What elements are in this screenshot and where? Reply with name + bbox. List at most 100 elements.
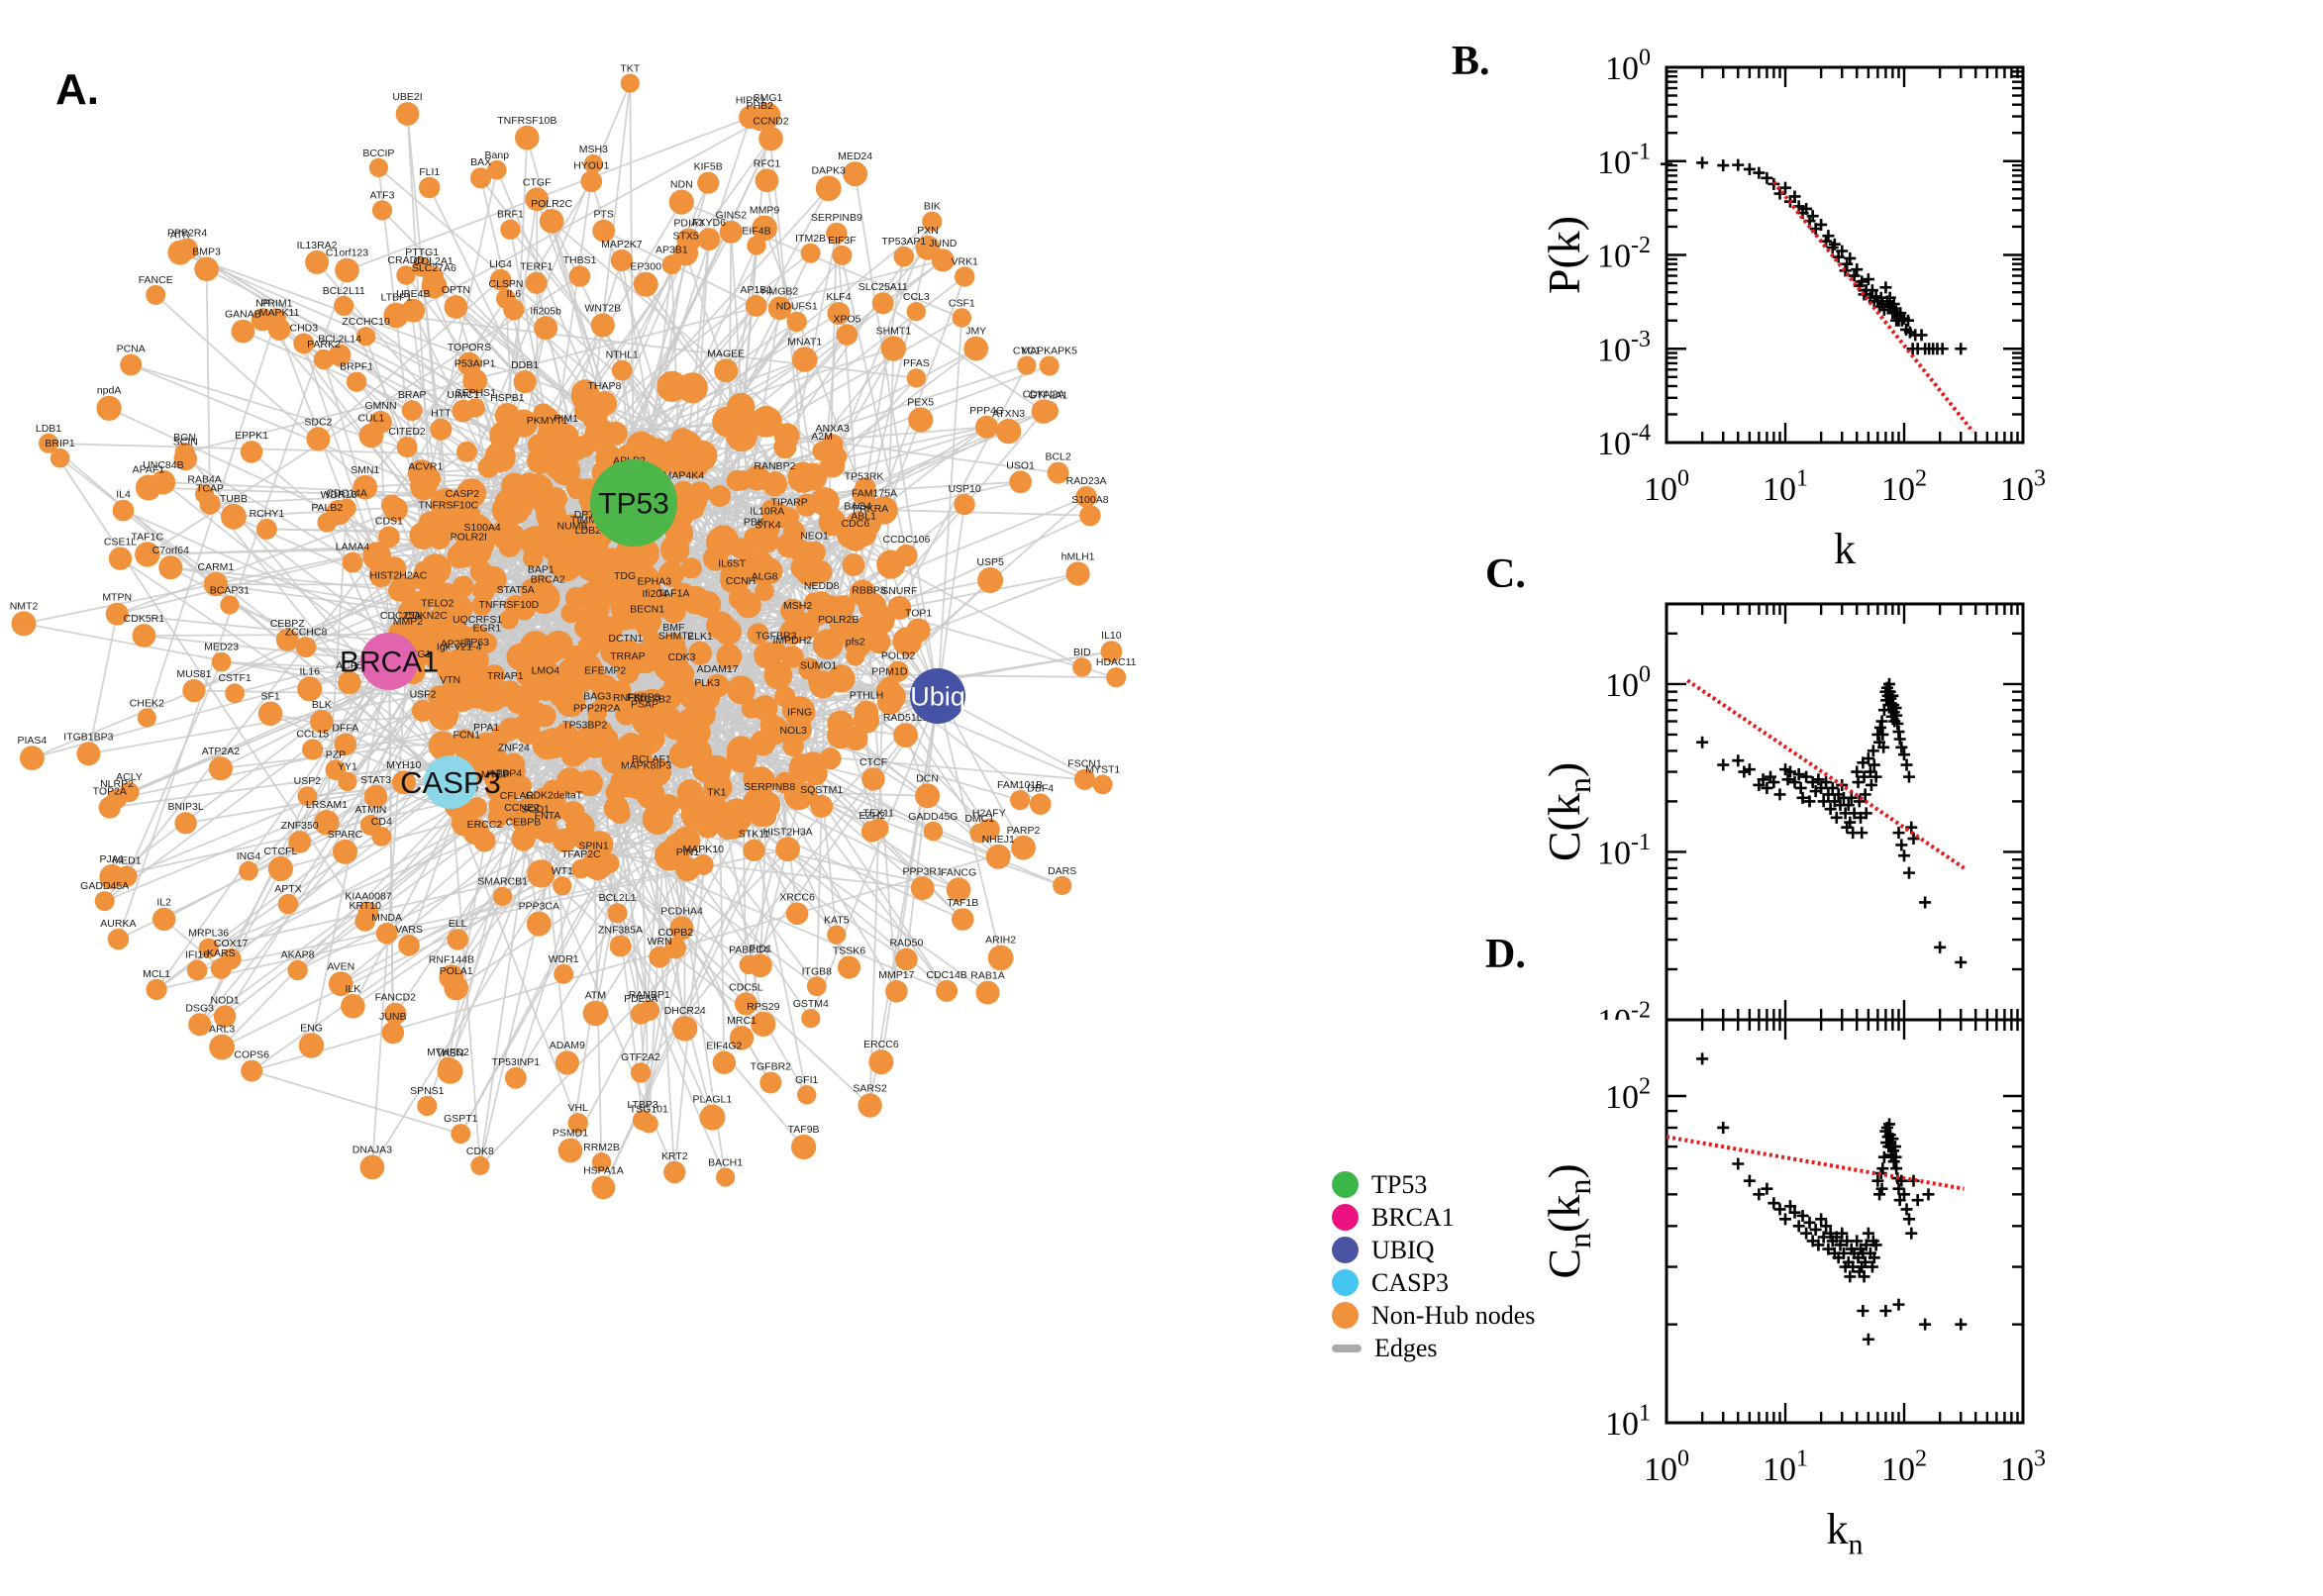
network-node [267, 855, 293, 882]
plus-marker [1886, 1133, 1899, 1146]
node-label: HSPA1A [583, 1165, 624, 1177]
network-node [310, 710, 334, 734]
network-node [1011, 835, 1036, 860]
network-node [297, 676, 323, 702]
node-label: SNURF [881, 585, 917, 597]
node-label: PPM1D [871, 665, 908, 677]
plus-marker [1900, 1203, 1913, 1216]
tick-label: 103 [2000, 1446, 2046, 1488]
network-node [747, 236, 766, 255]
node-label: ACLY [116, 771, 143, 783]
node-label: BACH1 [708, 1157, 743, 1169]
node-label: HSPB1 [490, 392, 525, 404]
plus-marker [1879, 1304, 1892, 1317]
network-node [1075, 486, 1097, 508]
network-node [609, 802, 631, 825]
network-node [388, 580, 409, 602]
network-node [767, 296, 792, 321]
network-node [860, 820, 883, 843]
node-label: LTBP1 [381, 292, 412, 304]
network-node [571, 730, 598, 755]
node-label: MRPL36 [188, 928, 229, 940]
network-node [952, 908, 974, 931]
node-label: BRCA2 [531, 574, 565, 586]
network-node [809, 560, 833, 584]
plus-marker [1800, 770, 1813, 783]
network-node [649, 947, 670, 968]
node-label: BAG3 [583, 691, 611, 703]
tick-label: 100 [1644, 1446, 1689, 1488]
plus-marker [1788, 776, 1801, 789]
network-node [699, 1104, 726, 1131]
network-node [974, 415, 998, 439]
network-node [76, 742, 101, 766]
node-label: ING4 [237, 850, 261, 862]
hub-label: BRCA1 [340, 647, 439, 679]
node-label: SF1 [260, 691, 279, 703]
node-label: STX5 [672, 231, 698, 243]
network-node [607, 903, 628, 924]
node-label: CDC6 [842, 518, 870, 530]
network-node [1092, 774, 1113, 795]
node-label: CUL1 [357, 412, 384, 424]
plus-marker [1817, 1231, 1830, 1244]
axis-frame [1665, 602, 2025, 1020]
network-node [1100, 641, 1123, 662]
network-node [827, 710, 855, 738]
network-node [854, 700, 879, 725]
node-label: LIG4 [489, 258, 512, 270]
hub-label: TP53 [598, 488, 669, 521]
plus-marker [1820, 776, 1833, 789]
node-label: EPPK1 [235, 430, 268, 442]
network-node [11, 611, 37, 637]
network-node [603, 421, 628, 446]
plus-marker [1862, 1333, 1874, 1346]
network-node [1073, 768, 1096, 790]
plus-marker [1779, 1213, 1791, 1226]
node-label: BCL2L1 [599, 892, 637, 904]
network-node [137, 708, 156, 728]
node-label: JUNB [379, 1011, 406, 1023]
network-node [880, 336, 907, 361]
network-node [630, 1062, 652, 1083]
node-label: PKMYT1 [527, 415, 568, 427]
node-label: MAGEE [707, 348, 745, 359]
node-label: ADAM9 [550, 1040, 585, 1051]
network-node [665, 519, 694, 548]
node-label: KRT10 [349, 900, 381, 912]
network-node [496, 288, 516, 309]
network-node [936, 979, 959, 1002]
network-node [158, 555, 183, 580]
network-node [668, 189, 694, 215]
network-node [1047, 461, 1069, 484]
network-node [800, 243, 821, 263]
network-node [729, 1026, 755, 1050]
node-label: LDB2 [575, 525, 601, 537]
node-label: IFNG [787, 707, 812, 719]
plus-marker [1955, 1318, 1968, 1331]
node-label: ITM2B [795, 233, 826, 245]
plus-marker [1869, 1239, 1882, 1251]
network-node [557, 768, 582, 792]
network-node [415, 471, 436, 492]
node-label: PRKRA [853, 503, 888, 515]
plus-marker [1792, 1220, 1805, 1233]
network-node [752, 215, 777, 242]
node-label: BMF [662, 622, 684, 634]
network-node [231, 319, 255, 344]
node-label: RNF144B [429, 953, 474, 965]
node-label: UNC84B [143, 459, 183, 471]
network-node [758, 791, 780, 813]
network-node [120, 353, 143, 376]
node-label: TCAP [196, 482, 224, 494]
node-label: PIM1 [554, 413, 578, 425]
network-node [465, 398, 486, 418]
node-label: STK11 [739, 829, 769, 841]
node-label: P53AIP1 [454, 357, 496, 369]
node-label: POLA1 [440, 965, 473, 977]
node-label: TOPORS [448, 342, 491, 353]
plus-marker [1844, 816, 1857, 829]
y-tick-labels: 100 10-1 10-2 [1597, 662, 1651, 1020]
node-label: hMLH1 [1061, 550, 1095, 562]
